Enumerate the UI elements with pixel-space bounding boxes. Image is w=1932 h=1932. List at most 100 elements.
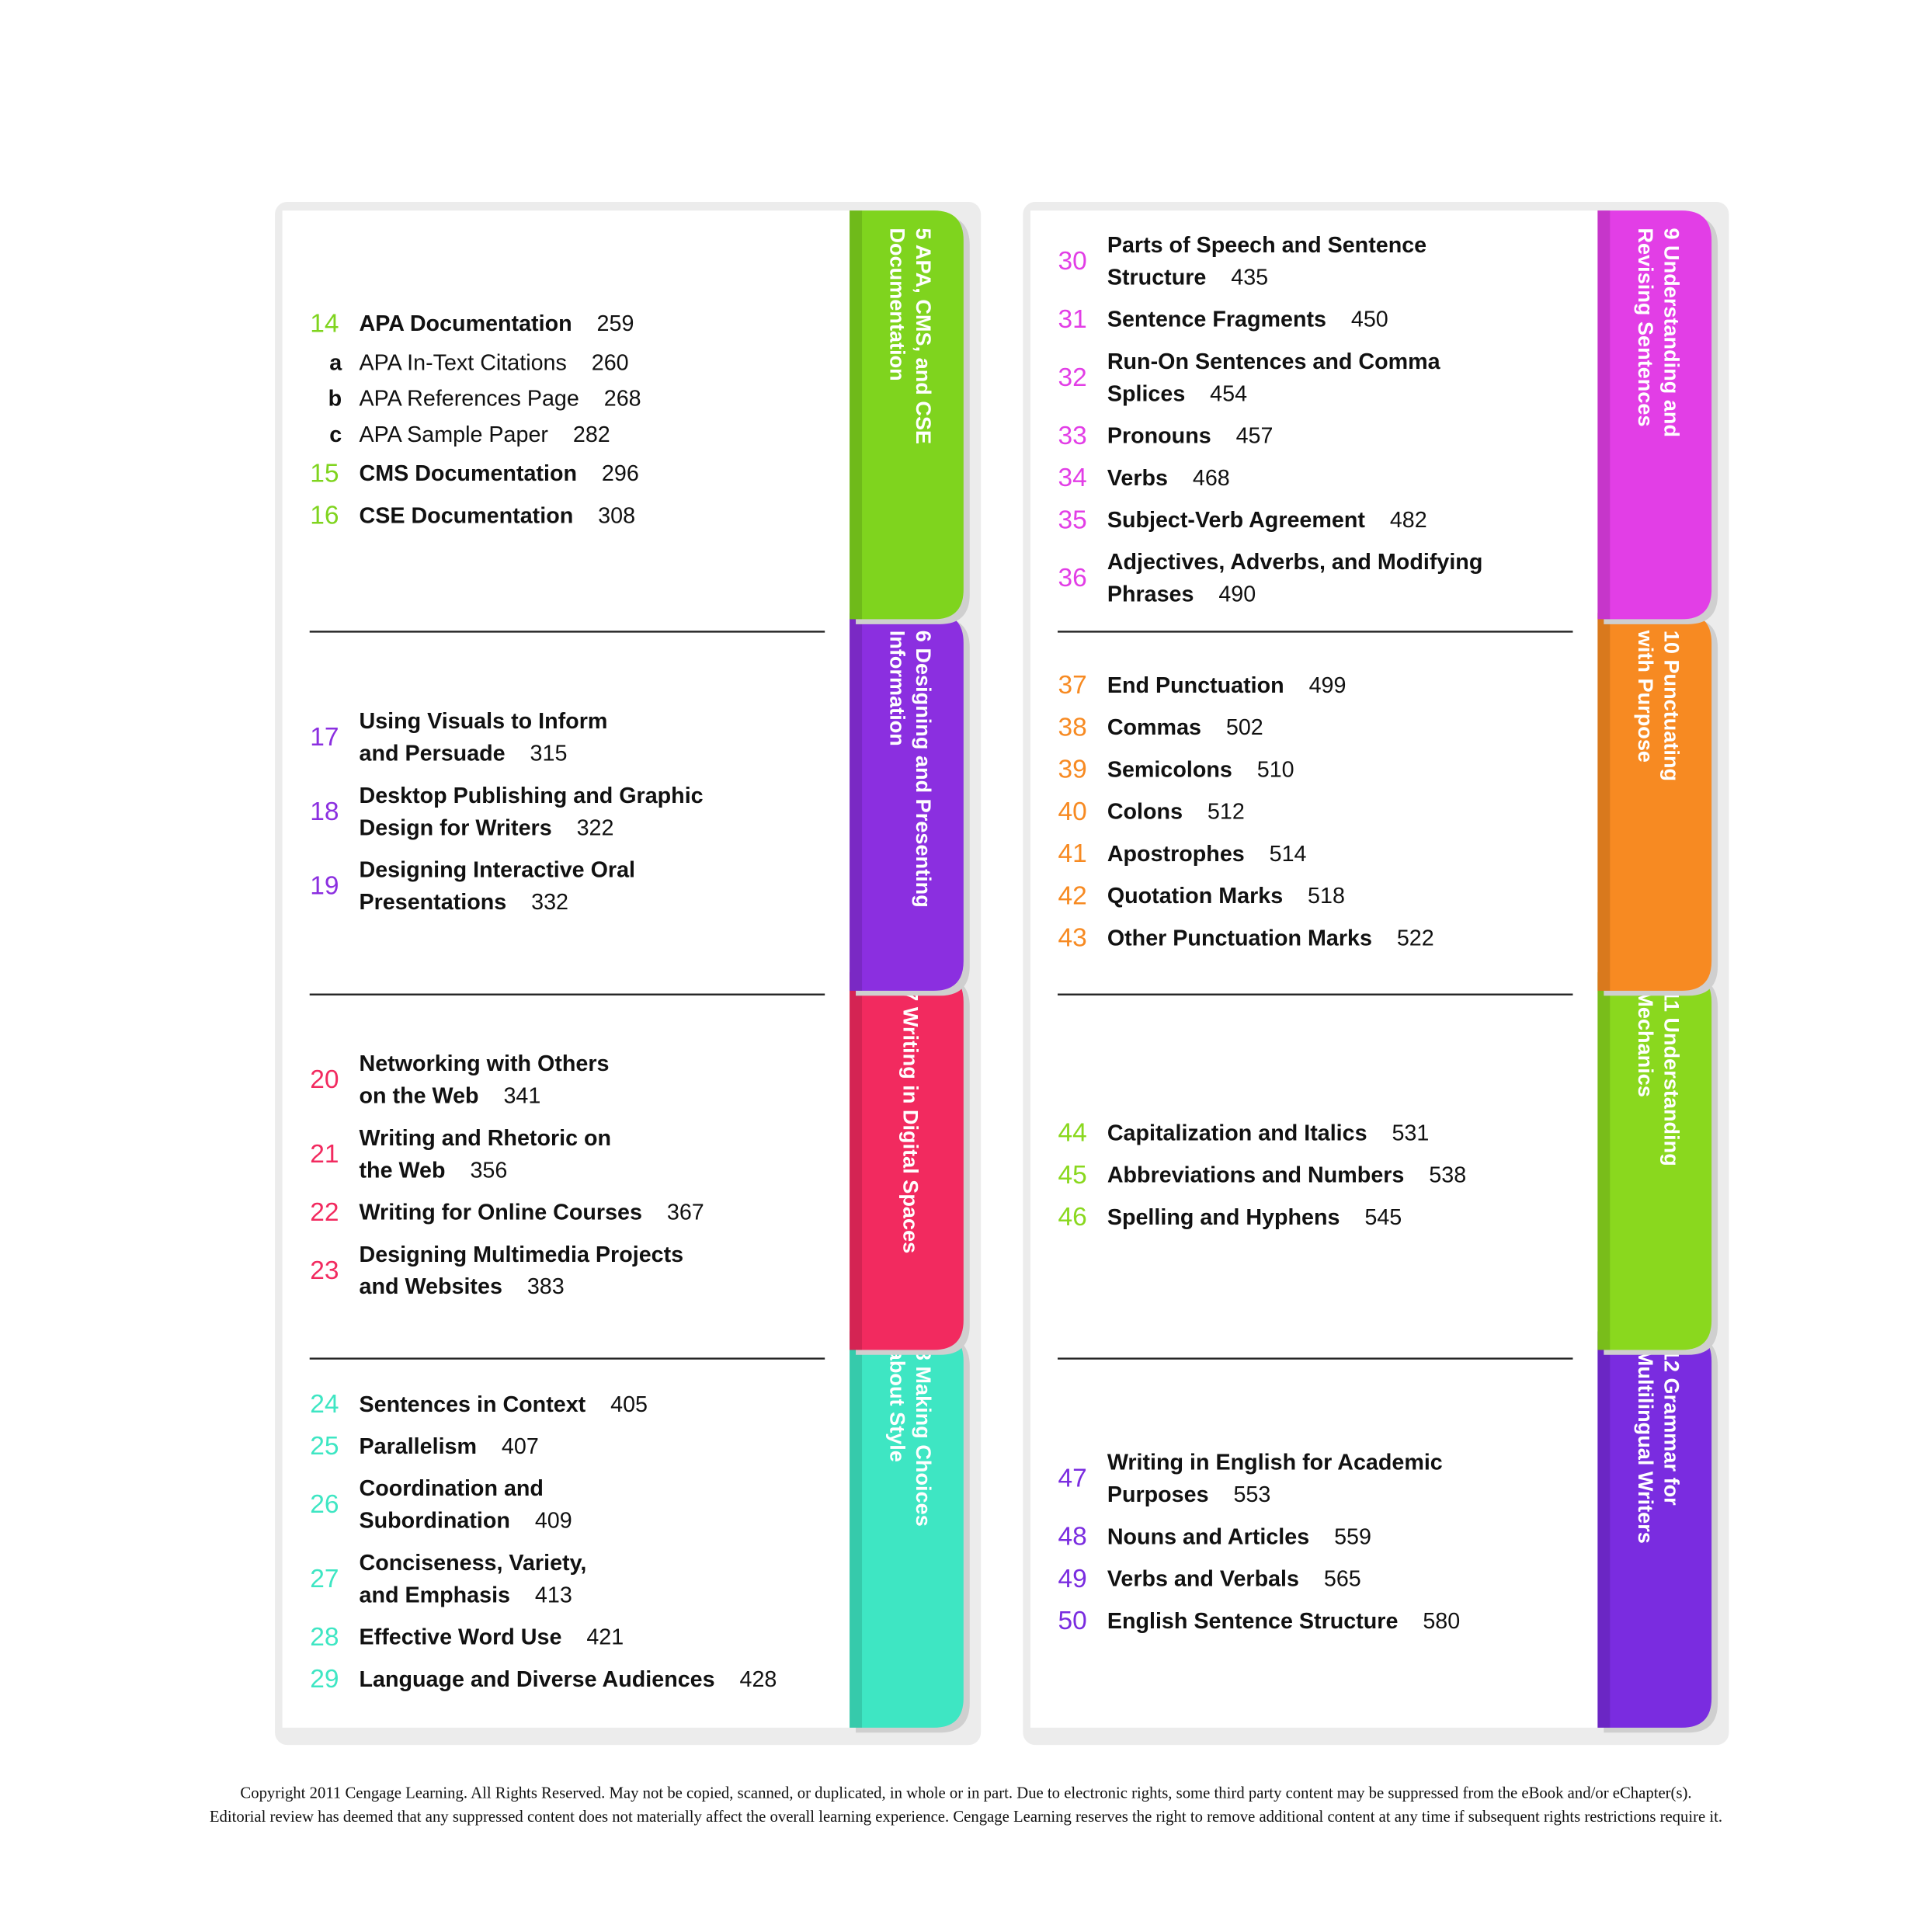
entry-title: Abbreviations and Numbers bbox=[1107, 1163, 1405, 1188]
entry-title: Colons bbox=[1107, 800, 1183, 825]
chapter-number: 28 bbox=[310, 1623, 339, 1652]
page-number: 580 bbox=[1423, 1609, 1460, 1634]
page-number: 296 bbox=[602, 461, 639, 486]
entry-title: APA In-Text Citations bbox=[360, 350, 567, 375]
entry-title: the Web bbox=[360, 1158, 446, 1183]
entry-title: Design for Writers bbox=[360, 815, 552, 840]
chapter-number: 33 bbox=[1058, 422, 1087, 450]
entry-letter: c bbox=[329, 422, 342, 447]
tab-label: 7 Writing in Digital Spaces bbox=[898, 989, 923, 1253]
page-number: 268 bbox=[604, 387, 641, 412]
tab-label: Documentation bbox=[886, 228, 910, 380]
tab-edge bbox=[850, 210, 863, 620]
entry-title: Quotation Marks bbox=[1107, 884, 1283, 909]
chapter-number: 43 bbox=[1058, 924, 1087, 953]
entry-title: Parallelism bbox=[360, 1434, 478, 1459]
chapter-number: 15 bbox=[310, 459, 339, 488]
tab-label: 9 Understanding and bbox=[1660, 228, 1684, 437]
panel bbox=[282, 210, 850, 1728]
tab-edge bbox=[850, 971, 863, 1350]
panel bbox=[1030, 210, 1598, 1728]
entry-title: APA Documentation bbox=[360, 311, 572, 336]
entry-title: Nouns and Articles bbox=[1107, 1524, 1309, 1549]
page-number: 531 bbox=[1392, 1121, 1429, 1145]
entry-title: Coordination and bbox=[360, 1476, 544, 1501]
page-number: 282 bbox=[573, 422, 610, 447]
chapter-number: 21 bbox=[310, 1140, 339, 1169]
chapter-number: 32 bbox=[1058, 363, 1087, 392]
entry-title: Pronouns bbox=[1107, 424, 1211, 449]
chapter-number: 26 bbox=[310, 1490, 339, 1519]
chapter-number: 41 bbox=[1058, 839, 1087, 868]
tab bbox=[850, 613, 964, 991]
page-number: 413 bbox=[535, 1583, 572, 1607]
tab-label: Revising Sentences bbox=[1634, 228, 1658, 426]
tab-label: about Style bbox=[886, 1349, 910, 1462]
entry-title: Designing Multimedia Projects bbox=[360, 1242, 684, 1267]
entry-title: APA References Page bbox=[360, 387, 579, 412]
chapter-number: 17 bbox=[310, 723, 339, 752]
page-number: 553 bbox=[1233, 1482, 1270, 1507]
page-number: 332 bbox=[531, 890, 568, 915]
tab bbox=[1597, 210, 1712, 620]
tab-edge bbox=[1597, 613, 1611, 991]
entry-title: Capitalization and Italics bbox=[1107, 1121, 1367, 1145]
tab-label: 11 Understanding bbox=[1660, 989, 1684, 1166]
tab-label: 8 Making Choices bbox=[912, 1349, 936, 1527]
entry-title: Adjectives, Adverbs, and Modifying bbox=[1107, 550, 1483, 575]
entry-title: Splices bbox=[1107, 381, 1185, 406]
page-number: 435 bbox=[1231, 265, 1268, 290]
tab-label: with Purpose bbox=[1634, 630, 1658, 763]
page-number: 308 bbox=[598, 503, 635, 528]
chapter-number: 16 bbox=[310, 502, 339, 530]
entry-title: Conciseness, Variety, bbox=[360, 1551, 587, 1576]
entry-title: Sentence Fragments bbox=[1107, 308, 1326, 332]
entry-title: English Sentence Structure bbox=[1107, 1609, 1399, 1634]
entry-title: Phrases bbox=[1107, 582, 1194, 607]
tab-label: 6 Designing and Presenting bbox=[912, 631, 936, 908]
page-number: 565 bbox=[1324, 1567, 1361, 1592]
chapter-number: 18 bbox=[310, 797, 339, 826]
page-number: 468 bbox=[1193, 466, 1230, 491]
chapter-number: 45 bbox=[1058, 1161, 1087, 1190]
chapter-number: 44 bbox=[1058, 1119, 1087, 1148]
entry-title: Structure bbox=[1107, 265, 1207, 290]
chapter-number: 40 bbox=[1058, 797, 1087, 826]
chapter-number: 29 bbox=[310, 1665, 339, 1694]
chapter-number: 30 bbox=[1058, 247, 1087, 276]
page-number: 341 bbox=[503, 1084, 540, 1109]
entry-title: Run-On Sentences and Comma bbox=[1107, 349, 1441, 374]
entry-title: Sentences in Context bbox=[360, 1392, 586, 1417]
entry-title: Presentations bbox=[360, 890, 507, 915]
page-number: 522 bbox=[1397, 926, 1434, 950]
entry-title: Writing for Online Courses bbox=[360, 1201, 642, 1225]
chapter-number: 39 bbox=[1058, 756, 1087, 784]
chapter-number: 24 bbox=[310, 1390, 339, 1419]
tab-edge bbox=[850, 1331, 863, 1728]
chapter-number: 31 bbox=[1058, 305, 1087, 334]
entry-title: and Emphasis bbox=[360, 1583, 511, 1607]
page-number: 428 bbox=[739, 1667, 777, 1692]
entry-title: Semicolons bbox=[1107, 757, 1232, 782]
chapter-number: 47 bbox=[1058, 1465, 1087, 1493]
page-number: 514 bbox=[1270, 842, 1307, 867]
chapter-number: 38 bbox=[1058, 713, 1087, 742]
tab bbox=[1597, 613, 1712, 991]
entry-title: End Punctuation bbox=[1107, 673, 1284, 698]
chapter-number: 23 bbox=[310, 1256, 339, 1285]
entry-title: Spelling and Hyphens bbox=[1107, 1205, 1340, 1230]
page-number: 367 bbox=[667, 1201, 704, 1225]
page-number: 545 bbox=[1364, 1205, 1402, 1230]
page-number: 457 bbox=[1236, 424, 1274, 449]
entry-title: Effective Word Use bbox=[360, 1625, 562, 1650]
tab bbox=[1597, 971, 1712, 1350]
page-number: 490 bbox=[1218, 582, 1256, 607]
entry-title: and Websites bbox=[360, 1274, 502, 1299]
entry-title: Verbs bbox=[1107, 466, 1168, 491]
chapter-number: 14 bbox=[310, 309, 339, 338]
tab bbox=[850, 971, 964, 1350]
page-number: 409 bbox=[535, 1509, 572, 1534]
tab-label: 10 Punctuating bbox=[1660, 631, 1684, 781]
tab-label: 12 Grammar for bbox=[1660, 1349, 1684, 1506]
